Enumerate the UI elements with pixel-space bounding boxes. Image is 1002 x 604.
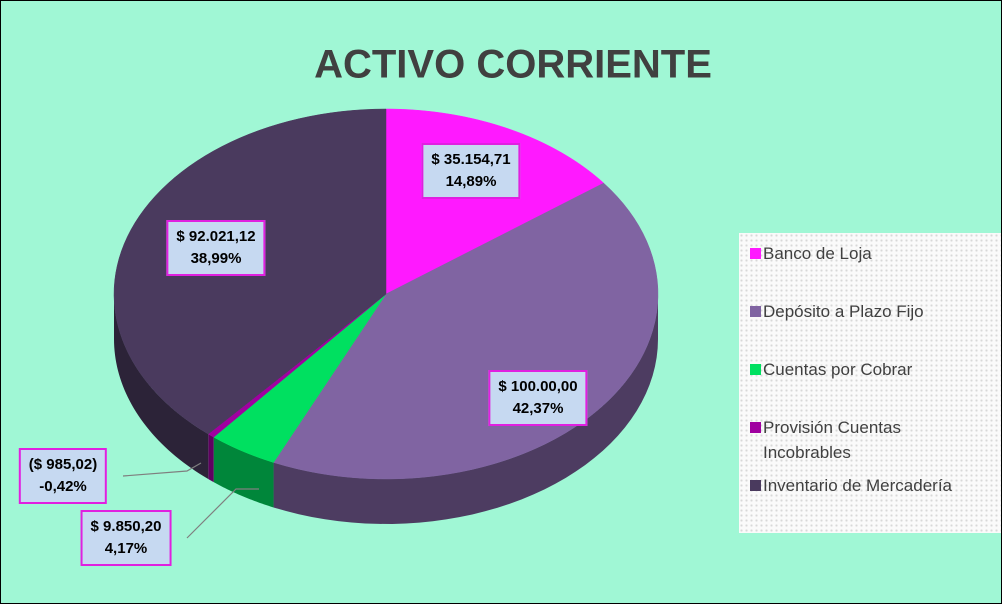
amount-label: $ 9.850,20 — [90, 518, 162, 535]
amount-label: $ 100.00,00 — [498, 378, 578, 395]
data-label: $ 92.021,12 38,99% — [166, 220, 266, 276]
legend-label: Banco de Loja — [763, 244, 872, 263]
amount-label: $ 35.154,71 — [431, 151, 511, 168]
slice-side — [208, 434, 214, 483]
legend-label: Depósito a Plazo Fijo — [763, 302, 924, 321]
legend-swatch — [750, 480, 761, 491]
legend-label: Inventario de Mercadería — [763, 476, 952, 495]
percent-label: 38,99% — [190, 250, 242, 267]
slice-side — [213, 437, 274, 508]
legend-entry: Cuentas por Cobrar — [750, 357, 963, 415]
chart-title: ACTIVO CORRIENTE — [314, 43, 712, 87]
legend-entry: Inventario de Mercadería — [750, 473, 963, 531]
legend-swatch — [750, 248, 761, 259]
legend-entry: Depósito a Plazo Fijo — [750, 299, 963, 357]
legend: Banco de Loja Depósito a Plazo Fijo Cuenta… — [739, 233, 1001, 533]
legend-entry: Banco de Loja — [750, 241, 963, 299]
data-label: $ 9.850,20 4,17% — [80, 510, 172, 566]
percent-label: 4,17% — [104, 540, 148, 557]
legend-label: Cuentas por Cobrar — [763, 360, 913, 379]
legend-swatch — [750, 422, 761, 433]
pie-sides — [114, 294, 658, 524]
percent-label: 14,89% — [445, 173, 497, 190]
data-label: ($ 985,02) -0,42% — [18, 448, 108, 504]
amount-label: ($ 985,02) — [28, 456, 98, 473]
data-label: $ 100.00,00 42,37% — [488, 370, 588, 426]
slice-side — [114, 294, 209, 480]
legend-label: Provisión Cuentas Incobrables — [763, 418, 901, 462]
leader-line — [186, 488, 259, 539]
slice — [207, 293, 387, 438]
slice — [213, 293, 387, 463]
legend-entry: Provisión Cuentas Incobrables — [750, 415, 963, 473]
amount-label: $ 92.021,12 — [176, 228, 256, 245]
percent-label: -0,42% — [39, 478, 87, 495]
legend-swatch — [750, 306, 761, 317]
percent-label: 42,37% — [512, 400, 564, 417]
legend-swatch — [750, 364, 761, 375]
leader-line — [122, 462, 202, 477]
data-label: $ 35.154,71 14,89% — [421, 143, 521, 199]
slice-side — [273, 294, 658, 524]
